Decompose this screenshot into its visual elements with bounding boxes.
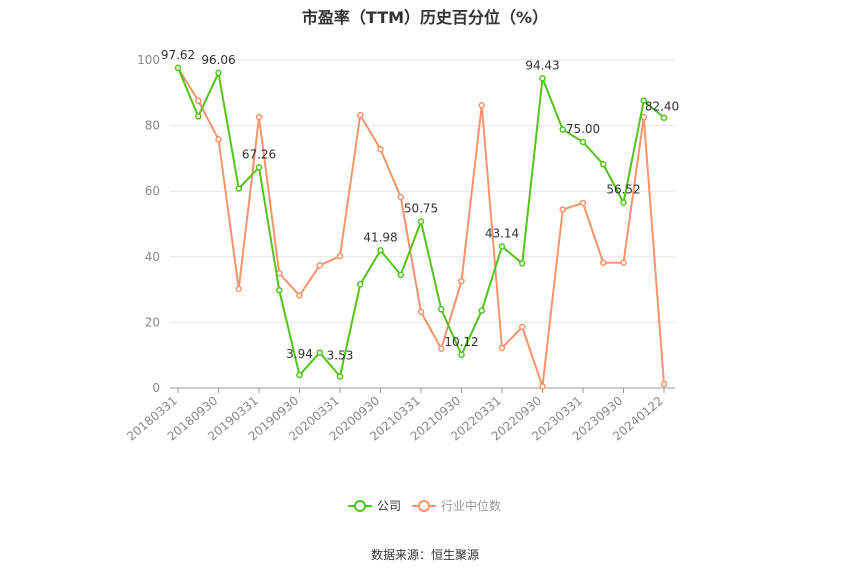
data-point — [640, 97, 647, 104]
data-point — [255, 113, 263, 121]
data-point — [296, 292, 303, 299]
legend-marker — [354, 500, 366, 512]
data-point — [438, 345, 445, 352]
data-point — [417, 218, 425, 225]
data-point — [235, 285, 242, 293]
data-point — [174, 64, 182, 72]
data-point — [296, 371, 303, 379]
data-label: 96.06 — [201, 53, 235, 67]
data-point — [357, 111, 364, 119]
chart-title: 市盈率（TTM）历史百分位（%） — [301, 8, 549, 27]
legend-label: 公司 — [377, 499, 401, 513]
data-point — [438, 306, 445, 313]
data-point — [559, 126, 566, 133]
data-point — [215, 69, 222, 77]
y-tick-label: 100 — [137, 53, 160, 67]
data-point — [539, 383, 546, 390]
data-label: 3.94 — [286, 347, 313, 361]
data-point — [357, 281, 364, 288]
data-point — [660, 380, 668, 388]
data-point — [620, 259, 627, 266]
y-tick-label: 0 — [152, 381, 160, 395]
series-line-1 — [177, 67, 665, 387]
data-point — [215, 136, 222, 143]
data-point — [195, 113, 202, 120]
data-point — [417, 308, 425, 316]
data-point — [620, 199, 627, 206]
data-label: 97.62 — [161, 48, 195, 62]
data-label: 43.14 — [485, 227, 519, 241]
data-point — [377, 247, 384, 254]
data-label: 3.53 — [327, 348, 354, 362]
legend-label: 行业中位数 — [441, 498, 501, 513]
data-point — [498, 243, 506, 250]
data-label: 75.00 — [566, 122, 600, 136]
y-tick-label: 20 — [145, 315, 160, 329]
data-label: 50.75 — [404, 202, 438, 216]
y-tick-label: 80 — [145, 119, 160, 133]
data-point — [235, 185, 242, 192]
data-point — [276, 287, 283, 294]
legend-marker — [418, 500, 430, 512]
data-point — [600, 161, 607, 168]
data-label: 41.98 — [363, 230, 397, 244]
data-point — [660, 114, 668, 121]
data-point — [579, 138, 587, 146]
data-point — [519, 260, 526, 267]
data-point — [316, 349, 323, 356]
data-point — [397, 271, 404, 279]
data-point — [539, 75, 546, 82]
data-point — [498, 344, 506, 352]
data-label: 82.40 — [645, 100, 679, 114]
data-label: 10.12 — [444, 335, 478, 349]
data-point — [458, 277, 465, 285]
data-point — [336, 252, 344, 260]
data-point — [377, 145, 384, 153]
data-point — [397, 193, 404, 201]
data-label: 67.26 — [242, 147, 276, 161]
data-source: 数据来源：恒生聚源 — [370, 548, 479, 562]
data-point — [195, 97, 202, 104]
data-point — [579, 199, 587, 207]
data-point — [255, 164, 263, 171]
y-tick-label: 40 — [145, 250, 160, 264]
data-point — [600, 259, 607, 266]
data-point — [519, 323, 526, 331]
data-point — [478, 102, 485, 109]
data-point — [336, 373, 344, 380]
data-point — [559, 206, 566, 213]
data-point — [640, 113, 647, 121]
y-tick-label: 60 — [145, 184, 160, 198]
data-label: 94.43 — [525, 58, 559, 72]
data-point — [478, 307, 485, 314]
data-label: 56.52 — [606, 183, 640, 197]
data-point — [458, 351, 465, 359]
data-point — [316, 262, 323, 269]
